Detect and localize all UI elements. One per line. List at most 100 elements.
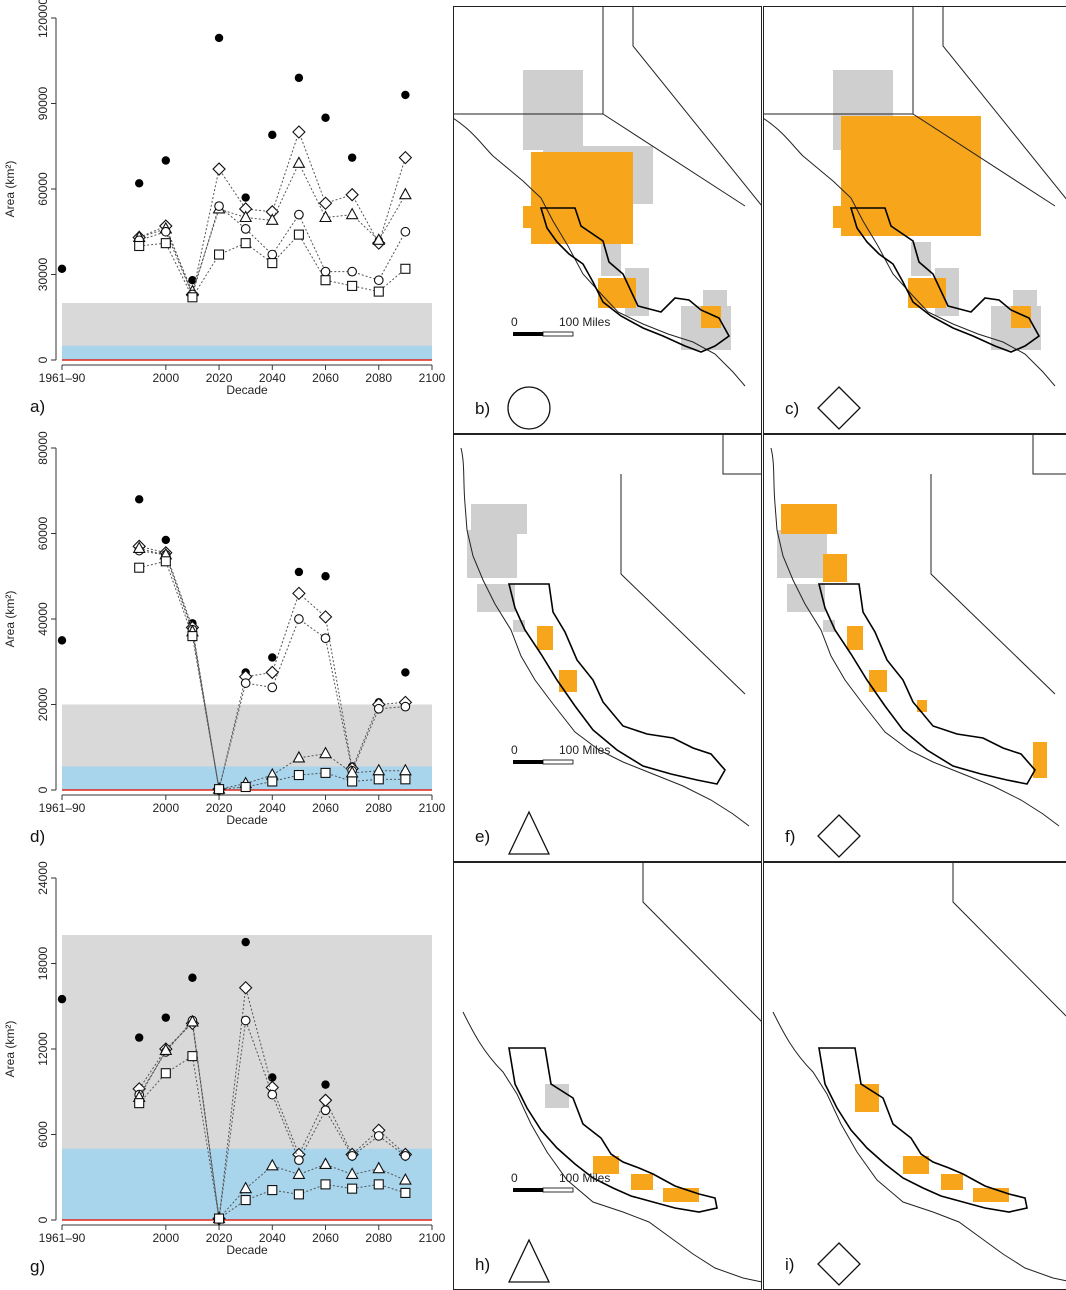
data-point <box>295 568 303 576</box>
data-point <box>241 783 250 792</box>
y-tick-label: 40000 <box>36 602 50 636</box>
x-tick-label: 2080 <box>365 1231 392 1245</box>
data-point <box>135 179 143 187</box>
data-point <box>268 683 277 692</box>
x-tick-label: 2000 <box>152 1231 179 1245</box>
data-point <box>241 225 250 234</box>
data-point <box>241 239 250 248</box>
map-frame <box>764 863 1066 1290</box>
data-point <box>241 679 250 688</box>
data-point <box>348 153 356 161</box>
range-projected-orange <box>941 1174 963 1190</box>
range-current-gray <box>467 530 517 578</box>
data-point <box>241 1016 250 1025</box>
x-tick-label: 1961–90 <box>39 1231 86 1245</box>
y-axis-title: Area (km²) <box>3 591 17 648</box>
data-point <box>347 209 358 219</box>
panel-label: i) <box>785 1255 794 1274</box>
data-point <box>162 1013 170 1021</box>
x-tick-label: 2000 <box>152 801 179 815</box>
y-tick-label: 80000 <box>36 431 50 465</box>
panel-label: e) <box>475 827 490 846</box>
y-tick-label: 30000 <box>36 257 50 291</box>
series-line <box>139 163 405 291</box>
data-point <box>293 157 304 167</box>
x-axis-title: Decade <box>226 1243 268 1257</box>
data-point <box>268 131 276 139</box>
range-current-gray <box>777 530 827 578</box>
panel-label: g) <box>30 1257 45 1276</box>
scale-bar-white <box>543 760 573 764</box>
data-point <box>188 974 196 982</box>
data-point <box>58 265 66 273</box>
data-point <box>161 239 170 248</box>
range-projected-orange <box>823 554 847 582</box>
data-point <box>293 587 305 599</box>
x-tick-label: 2080 <box>365 371 392 385</box>
y-tick-label: 0 <box>36 1216 50 1223</box>
data-point <box>374 287 383 296</box>
range-projected-orange <box>781 504 837 534</box>
data-point <box>268 653 276 661</box>
map-panel-i: i) <box>763 862 1066 1290</box>
data-point <box>321 1080 329 1088</box>
data-point <box>161 1069 170 1078</box>
data-point <box>399 152 411 164</box>
data-point <box>161 557 170 566</box>
data-point <box>241 1196 250 1205</box>
data-point <box>401 227 410 236</box>
scale-bar-black <box>513 332 543 336</box>
scale-bar-black <box>513 760 543 764</box>
data-point <box>294 1190 303 1199</box>
data-point <box>295 210 304 219</box>
data-point <box>268 1186 277 1195</box>
range-projected-orange <box>559 670 577 692</box>
y-tick-label: 12000 <box>36 1032 50 1066</box>
data-point <box>374 1132 383 1141</box>
data-point <box>135 495 143 503</box>
data-point <box>348 777 357 786</box>
data-point <box>241 938 249 946</box>
y-tick-label: 0 <box>36 786 50 793</box>
range-current-gray <box>1013 290 1037 308</box>
x-tick-label: 2060 <box>312 371 339 385</box>
map-panel-f: f) <box>763 434 1066 862</box>
data-point <box>266 666 278 678</box>
data-point <box>268 777 277 786</box>
data-point <box>293 126 305 138</box>
x-tick-label: 2060 <box>312 1231 339 1245</box>
y-tick-label: 0 <box>36 356 50 363</box>
range-projected-orange <box>531 152 633 244</box>
data-point <box>374 276 383 285</box>
data-point <box>401 668 409 676</box>
scale-bar-white <box>543 332 573 336</box>
data-point <box>295 615 304 624</box>
data-point <box>374 704 383 713</box>
data-point <box>401 264 410 273</box>
series-filled-circle <box>58 34 410 285</box>
data-point <box>401 775 410 784</box>
range-projected-orange <box>1033 742 1047 778</box>
data-point <box>135 563 144 572</box>
data-point <box>213 163 225 175</box>
data-point <box>346 189 358 201</box>
data-point <box>58 636 66 644</box>
y-tick-label: 20000 <box>36 687 50 721</box>
data-point <box>58 995 66 1003</box>
data-point <box>320 197 332 209</box>
range-projected-orange <box>869 670 887 692</box>
scale-zero-label: 0 <box>511 315 518 329</box>
data-point <box>374 1180 383 1189</box>
y-tick-label: 24000 <box>36 861 50 895</box>
y-tick-label: 6000 <box>36 1121 50 1148</box>
data-point <box>295 74 303 82</box>
data-point <box>374 775 383 784</box>
panel-label: c) <box>785 399 799 418</box>
data-point <box>295 1156 304 1165</box>
data-point <box>320 212 331 222</box>
data-point <box>294 771 303 780</box>
